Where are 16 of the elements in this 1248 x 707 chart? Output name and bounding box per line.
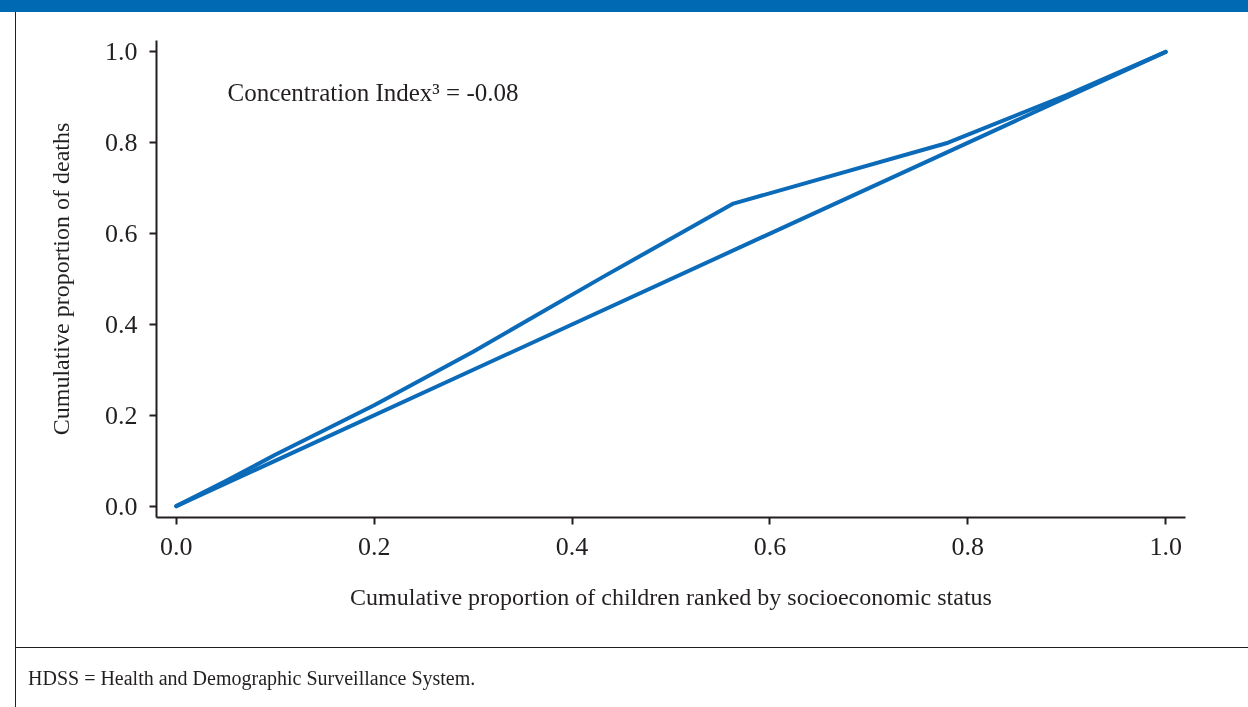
annotation: Concentration Index³ = -0.08: [227, 78, 519, 106]
y-tick-label: 0.8: [105, 128, 138, 158]
y-tick-label: 0.6: [105, 219, 138, 249]
x-tick-label: 1.0: [1149, 531, 1182, 561]
x-tick-label: 0.2: [357, 531, 391, 561]
y-tick-label: 0.4: [105, 309, 138, 339]
y-tick-label: 0.2: [105, 400, 138, 430]
y-tick-label: 1.0: [105, 37, 138, 67]
x-tick-label: 0.8: [951, 531, 985, 561]
y-axis-title: Cumulative proportion of deaths: [48, 122, 74, 436]
y-tick-label: 0.0: [105, 491, 138, 521]
x-tick-label: 0.6: [753, 531, 787, 561]
x-tick-label: 0.4: [555, 531, 589, 561]
text: HDSS = Health and Demographic Surveillance System.: [28, 666, 476, 692]
x-tick-label: 0.0: [160, 531, 193, 561]
x-axis-title: Cumulative proportion of children ranked by socioeconomic status: [350, 583, 992, 610]
